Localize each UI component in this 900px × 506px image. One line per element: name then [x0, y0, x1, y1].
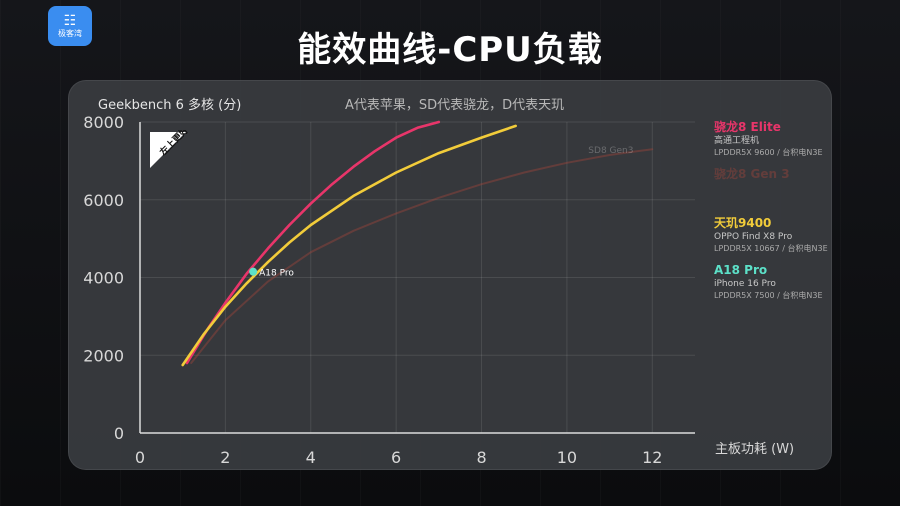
- chart-legend: 骁龙8 Elite 高通工程机 LPDDR5X 9600 / 台积电N3E 骁龙8 G…: [714, 120, 844, 310]
- legend-device: 高通工程机: [714, 136, 760, 146]
- x-axis-label: 主板功耗 (W): [715, 442, 794, 457]
- series-inline-label: SD8 Gen3: [588, 146, 633, 156]
- y-tick-label: 2000: [83, 346, 124, 365]
- legend-device: OPPO Find X8 Pro: [714, 232, 793, 242]
- brand-logo: ☷ 极客湾: [48, 6, 92, 46]
- data-point-label: A18 Pro: [259, 269, 294, 279]
- chart-panel: [68, 80, 832, 470]
- y-tick-label: 0: [114, 424, 124, 443]
- legend-series-name: 骁龙8 Gen 3: [714, 167, 790, 181]
- page-title: 能效曲线-CPU负载: [297, 30, 603, 70]
- x-tick-label: 2: [220, 448, 230, 467]
- y-tick-label: 6000: [83, 191, 124, 210]
- legend-item: 天玑9400 OPPO Find X8 Pro LPDDR5X 10667 / 台积…: [714, 216, 844, 254]
- legend-item: 骁龙8 Elite 高通工程机 LPDDR5X 9600 / 台积电N3E: [714, 120, 844, 158]
- legend-device: iPhone 16 Pro: [714, 279, 776, 289]
- legend-series-name: 天玑9400: [714, 216, 772, 230]
- legend-series-name: 骁龙8 Elite: [714, 120, 781, 134]
- legend-memory: LPDDR5X 10667 / 台积电N3E: [714, 244, 828, 253]
- chart-subtitle: A代表苹果，SD代表骁龙，D代表天玑: [345, 98, 565, 113]
- better-corner-badge: 左上更好: [148, 124, 191, 170]
- x-tick-label: 8: [476, 448, 486, 467]
- x-tick-label: 10: [557, 448, 577, 467]
- legend-item: A18 Pro iPhone 16 Pro LPDDR5X 7500 / 台积电N3…: [714, 263, 844, 301]
- x-tick-label: 12: [642, 448, 662, 467]
- y-tick-label: 8000: [83, 113, 124, 132]
- series-line-0: [185, 120, 441, 365]
- y-tick-label: 4000: [83, 269, 124, 288]
- legend-series-name: A18 Pro: [714, 263, 768, 277]
- logo-label: 极客湾: [58, 29, 82, 38]
- legend-memory: LPDDR5X 7500 / 台积电N3E: [714, 291, 823, 300]
- data-point-a18-pro: [249, 267, 258, 276]
- legend-item: 骁龙8 Gen 3: [714, 167, 844, 207]
- series-line-1: [190, 148, 654, 364]
- logo-icon: ☷: [63, 13, 77, 29]
- legend-memory: LPDDR5X 9600 / 台积电N3E: [714, 148, 823, 157]
- x-tick-label: 0: [135, 448, 145, 467]
- series-line-2: [181, 124, 517, 367]
- chart-title: Geekbench 6 多核 (分): [98, 98, 242, 113]
- x-tick-label: 6: [391, 448, 401, 467]
- x-tick-label: 4: [306, 448, 316, 467]
